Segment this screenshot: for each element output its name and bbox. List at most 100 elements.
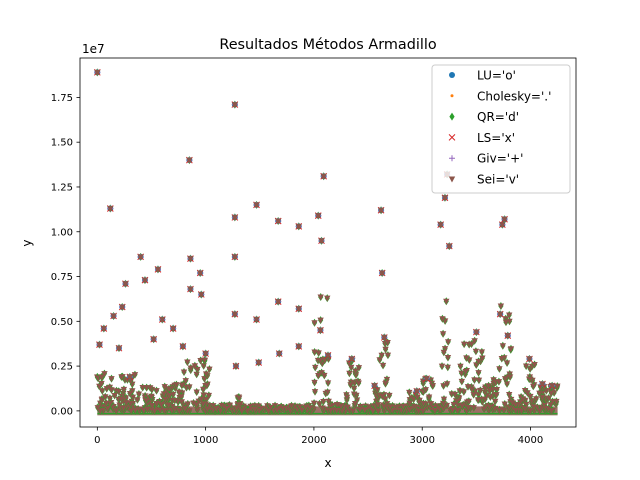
- marker-sei: [378, 352, 385, 359]
- cluster-point: [148, 392, 155, 401]
- marker-sei: [420, 401, 427, 408]
- cluster-point: [306, 403, 314, 412]
- marker-sei: [98, 374, 105, 381]
- marker-sei: [463, 355, 470, 362]
- marker-sei: [419, 408, 427, 415]
- marker-sei: [317, 294, 324, 301]
- marker-sei: [251, 406, 259, 413]
- marker-sei: [346, 370, 353, 377]
- cluster-point: [200, 385, 207, 394]
- marker-sei: [439, 316, 446, 323]
- marker-sei: [311, 379, 318, 386]
- data-point: [93, 68, 101, 77]
- cluster-point: [463, 353, 470, 362]
- cluster-point: [161, 382, 168, 391]
- marker-sei: [102, 394, 109, 401]
- y-tick-label: 1.50: [51, 138, 73, 149]
- marker-sei: [377, 207, 385, 214]
- marker-sei: [386, 392, 393, 399]
- cluster-point: [120, 385, 128, 394]
- marker-sei: [265, 408, 272, 415]
- marker-sei: [479, 355, 486, 362]
- marker-sei: [349, 408, 356, 415]
- x-tick-label: 0: [94, 435, 100, 446]
- marker-sei: [135, 391, 143, 398]
- marker-sei: [186, 384, 193, 391]
- cluster-point: [539, 393, 546, 402]
- cluster-point: [554, 382, 561, 391]
- marker-sei: [465, 398, 473, 405]
- data-point: [255, 358, 263, 367]
- data-point: [499, 220, 506, 229]
- marker-sei: [536, 408, 543, 415]
- cluster-point: [98, 395, 106, 404]
- cluster-point: [443, 379, 451, 388]
- marker-sei: [422, 387, 429, 394]
- marker-sei: [350, 391, 358, 398]
- axes-frame: [79, 57, 577, 428]
- marker-sei: [116, 402, 123, 409]
- cluster-point: [317, 293, 324, 302]
- data-point: [320, 172, 328, 181]
- marker-sei: [339, 408, 346, 415]
- marker-sei: [379, 362, 387, 369]
- cluster-point: [267, 403, 274, 412]
- cluster-point: [144, 405, 151, 414]
- marker-sei: [406, 407, 413, 414]
- marker-sei: [217, 407, 224, 414]
- marker-sei: [213, 406, 220, 413]
- marker-sei: [176, 408, 183, 415]
- marker-sei: [470, 405, 477, 412]
- cluster-point: [165, 384, 173, 393]
- cluster-point: [193, 387, 200, 396]
- marker-sei: [530, 383, 537, 390]
- cluster-point: [153, 399, 160, 408]
- marker-sei: [247, 403, 254, 410]
- cluster-point: [333, 406, 340, 415]
- marker-sei: [231, 311, 239, 318]
- cluster-point: [475, 376, 483, 385]
- cluster-point: [415, 406, 422, 415]
- cluster-point: [111, 391, 118, 400]
- marker-sei: [446, 243, 453, 250]
- marker-sei: [458, 370, 465, 377]
- cluster-point: [194, 365, 201, 374]
- cluster-point: [184, 358, 191, 367]
- marker-sei: [506, 392, 513, 399]
- cluster-point: [503, 379, 511, 388]
- marker-sei: [506, 312, 513, 319]
- marker-sei: [548, 390, 555, 397]
- cluster-point: [533, 394, 540, 403]
- marker-sei: [267, 405, 274, 412]
- marker-sei: [507, 346, 515, 353]
- cluster-point: [349, 406, 356, 415]
- marker-sei: [378, 270, 386, 277]
- marker-sei: [106, 395, 114, 402]
- marker-sei: [178, 394, 185, 401]
- chart-title: Resultados Métodos Armadillo: [219, 37, 436, 53]
- marker-sei: [154, 266, 162, 273]
- marker-sei: [439, 331, 447, 338]
- cluster-point: [475, 368, 482, 377]
- marker-sei: [165, 386, 173, 393]
- marker-sei: [438, 363, 446, 370]
- cluster-point: [493, 390, 500, 399]
- cluster-point: [454, 406, 461, 415]
- cluster-point: [106, 394, 114, 403]
- cluster-point: [499, 341, 507, 350]
- marker-sei: [524, 390, 531, 397]
- cluster-point: [288, 401, 295, 410]
- cluster-point: [180, 367, 188, 376]
- cluster-point: [369, 406, 377, 415]
- marker-sei: [327, 407, 334, 414]
- data-point: [314, 211, 322, 220]
- cluster-point: [450, 400, 457, 409]
- y-tick-label: 0.00: [51, 406, 73, 417]
- marker-lu: [449, 72, 455, 78]
- marker-sei: [337, 403, 345, 410]
- marker-sei: [348, 356, 356, 363]
- y-tick-label: 1.25: [51, 182, 73, 193]
- cluster-point: [444, 353, 452, 362]
- cluster-point: [527, 392, 534, 401]
- data-point: [106, 204, 114, 213]
